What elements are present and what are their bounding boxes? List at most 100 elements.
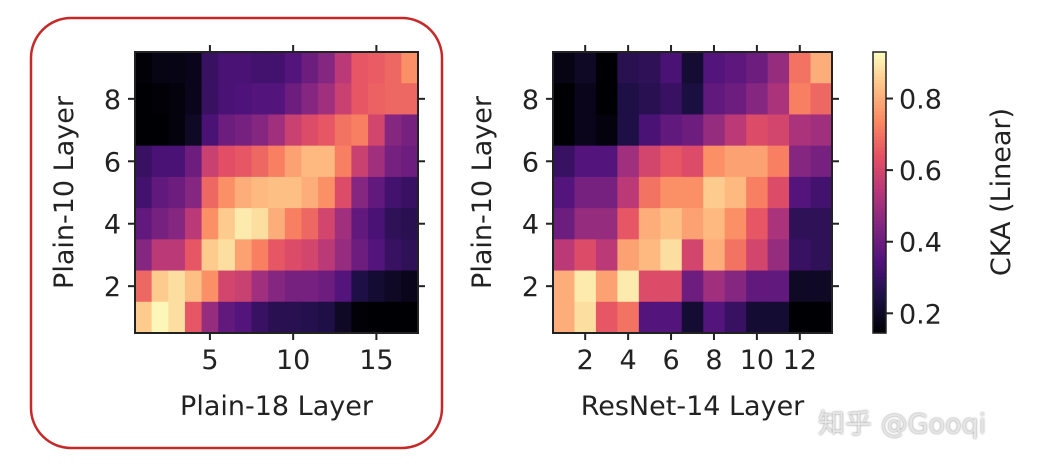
heatmap-cell — [703, 208, 726, 240]
colorbar-segment — [873, 224, 886, 229]
heatmap-cell — [724, 145, 747, 178]
heatmap-cell — [184, 301, 203, 334]
heatmap-cell — [574, 176, 597, 209]
heatmap-cell — [724, 208, 747, 240]
heatmap-cell — [789, 239, 812, 272]
colorbar-segment — [873, 196, 886, 201]
heatmap-cell — [638, 114, 661, 147]
colorbar-segment — [873, 315, 886, 320]
heatmap-cell — [617, 114, 640, 147]
heatmap-cell — [135, 176, 153, 209]
colorbar-segment — [873, 199, 886, 204]
heatmap-cell — [638, 83, 661, 116]
heatmap-cell — [218, 270, 236, 303]
colorbar-segment — [873, 76, 886, 81]
heatmap-cell — [746, 114, 769, 147]
heatmap-cell — [810, 145, 833, 178]
colorbar-segment — [873, 269, 886, 274]
colorbar-segment — [873, 238, 886, 243]
colorbar-segment — [873, 104, 886, 109]
colorbar-segment — [873, 167, 886, 173]
heatmap-cell — [368, 239, 386, 272]
colorbar-segment — [873, 118, 886, 123]
heatmap-cell — [574, 52, 597, 84]
heatmap-cell — [384, 301, 402, 334]
heatmap-cell — [218, 208, 236, 240]
heatmap-cell — [746, 270, 769, 303]
heatmap-cell — [810, 176, 833, 209]
heatmap-cell — [401, 208, 419, 240]
heatmap-cell — [268, 176, 286, 209]
heatmap-cell — [368, 208, 386, 240]
heatmap-cell — [234, 83, 253, 116]
heatmap-cell — [301, 301, 319, 334]
colorbar-tick-label: 0.8 — [899, 85, 942, 116]
colorbar-segment — [873, 164, 886, 169]
heatmap-cell — [724, 52, 747, 84]
heatmap-cell — [234, 176, 253, 209]
heatmap-cell — [746, 145, 769, 178]
heatmap-cell — [553, 145, 576, 178]
heatmap-cell — [681, 270, 704, 303]
heatmap-cell — [251, 239, 269, 272]
colorbar-segment — [873, 206, 886, 211]
colorbar-segment — [873, 188, 886, 194]
heatmap-cell — [168, 52, 186, 84]
colorbar-segment — [873, 304, 886, 310]
heatmap-cell — [151, 145, 169, 178]
colorbar-segment — [873, 97, 886, 102]
heatmap-cell — [638, 270, 661, 303]
heatmap-cell — [334, 114, 353, 147]
heatmap-cell — [595, 270, 618, 303]
heatmap-cell — [746, 176, 769, 209]
heatmap-cell — [218, 239, 236, 272]
heatmap-cell — [201, 176, 219, 209]
heatmap-panel-1: 5 10 15 2 4 6 8 Plain-18 Layer Plain-10 Layer — [29, 16, 444, 450]
heatmap-cell — [401, 239, 419, 272]
watermark: 知乎 @Gooqi — [818, 409, 987, 440]
heatmap-cell — [617, 52, 640, 84]
colorbar-segment — [873, 290, 886, 295]
heatmap-cell — [301, 239, 319, 272]
heatmap-cell — [268, 114, 286, 147]
colorbar-segment — [873, 273, 886, 278]
heatmap-cell — [201, 83, 219, 116]
heatmap-cell — [234, 145, 253, 178]
heatmap-cell — [703, 145, 726, 178]
heatmap-cell — [151, 83, 169, 116]
colorbar-frame — [872, 51, 887, 334]
colorbar-segment — [873, 311, 886, 317]
colorbar-segment — [873, 178, 886, 183]
heatmap-cell — [724, 239, 747, 272]
heatmap-cell — [268, 83, 286, 116]
heatmap-cell — [553, 176, 576, 209]
heatmap-cell — [746, 52, 769, 84]
heatmap-cell — [284, 301, 303, 334]
heatmap-cell — [168, 145, 186, 178]
colorbar-segment — [873, 101, 886, 106]
heatmap-cell — [251, 145, 269, 178]
x-tick-label: 12 — [783, 345, 817, 376]
heatmap-cell — [168, 208, 186, 240]
heatmap-cell — [724, 114, 747, 147]
heatmap-cell — [135, 83, 153, 116]
x-tick-label: 6 — [662, 345, 679, 376]
heatmap-cell — [184, 239, 203, 272]
heatmap-cell — [318, 83, 336, 116]
x-tick-label: 4 — [620, 345, 637, 376]
colorbar-segment — [873, 259, 886, 264]
colorbar-segment — [873, 136, 886, 141]
heatmap-cell — [767, 208, 790, 240]
colorbar-segment — [873, 245, 886, 250]
heatmap-cell — [334, 270, 353, 303]
colorbar-segment — [873, 227, 886, 232]
heatmap-cell — [617, 270, 640, 303]
heatmap-cell — [151, 239, 169, 272]
heatmap-cell — [810, 208, 833, 240]
heatmap-cell — [284, 114, 303, 147]
x-tick-label: 8 — [705, 345, 722, 376]
heatmap-cell — [268, 270, 286, 303]
heatmap-cell — [767, 114, 790, 147]
heatmap-cell — [553, 52, 576, 84]
heatmap-cell — [268, 301, 286, 334]
